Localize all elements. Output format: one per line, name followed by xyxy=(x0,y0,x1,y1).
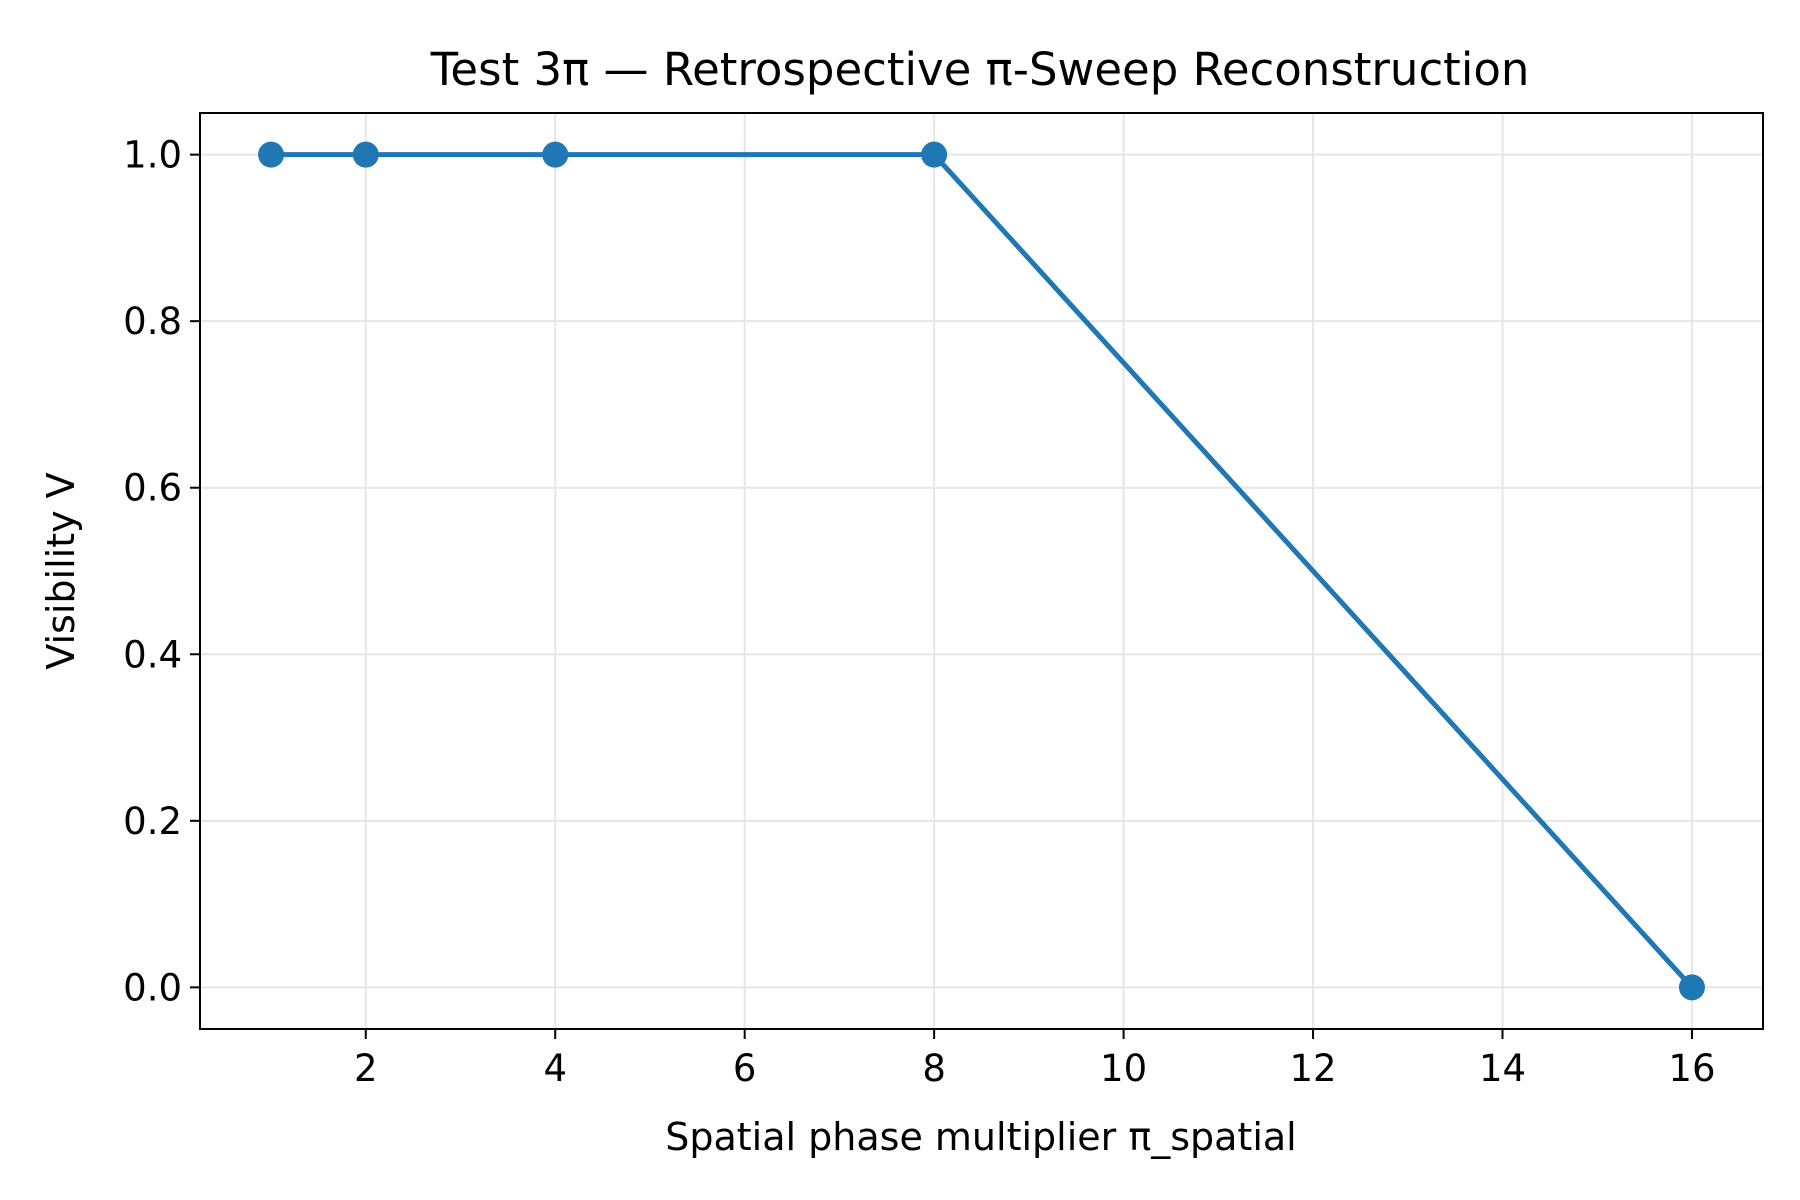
x-axis-label: Spatial phase multiplier π_spatial xyxy=(665,1115,1296,1159)
data-point xyxy=(258,141,285,168)
chart-title: Test 3π — Retrospective π-Sweep Reconstr… xyxy=(430,43,1530,96)
x-tick-label: 12 xyxy=(1289,1047,1336,1090)
x-tick-label: 8 xyxy=(922,1047,946,1090)
x-tick-label: 6 xyxy=(733,1047,757,1090)
x-tick-label: 14 xyxy=(1479,1047,1526,1090)
x-tick-label: 4 xyxy=(543,1047,567,1090)
data-point xyxy=(352,141,379,168)
series-layer xyxy=(258,141,1705,1001)
data-point xyxy=(1678,974,1705,1001)
data-point xyxy=(921,141,948,168)
x-tick-label: 10 xyxy=(1100,1047,1147,1090)
plot-frame xyxy=(199,112,1764,1030)
y-tick-label: 0.6 xyxy=(123,467,182,510)
ticks: 2 4 6 8 10 12 14 16 0.0 0.2 0.4 0.6 0.8 1.0 xyxy=(123,134,1715,1090)
x-tick-label: 16 xyxy=(1668,1047,1715,1090)
y-tick-label: 0.0 xyxy=(123,966,182,1009)
y-tick-label: 0.4 xyxy=(123,633,182,676)
y-tick-label: 0.2 xyxy=(123,800,182,843)
data-point xyxy=(542,141,569,168)
x-tick-label: 2 xyxy=(354,1047,378,1090)
y-tick-label: 1.0 xyxy=(123,134,182,177)
y-tick-label: 0.8 xyxy=(123,300,182,343)
y-axis-label: Visibility V xyxy=(39,472,83,669)
